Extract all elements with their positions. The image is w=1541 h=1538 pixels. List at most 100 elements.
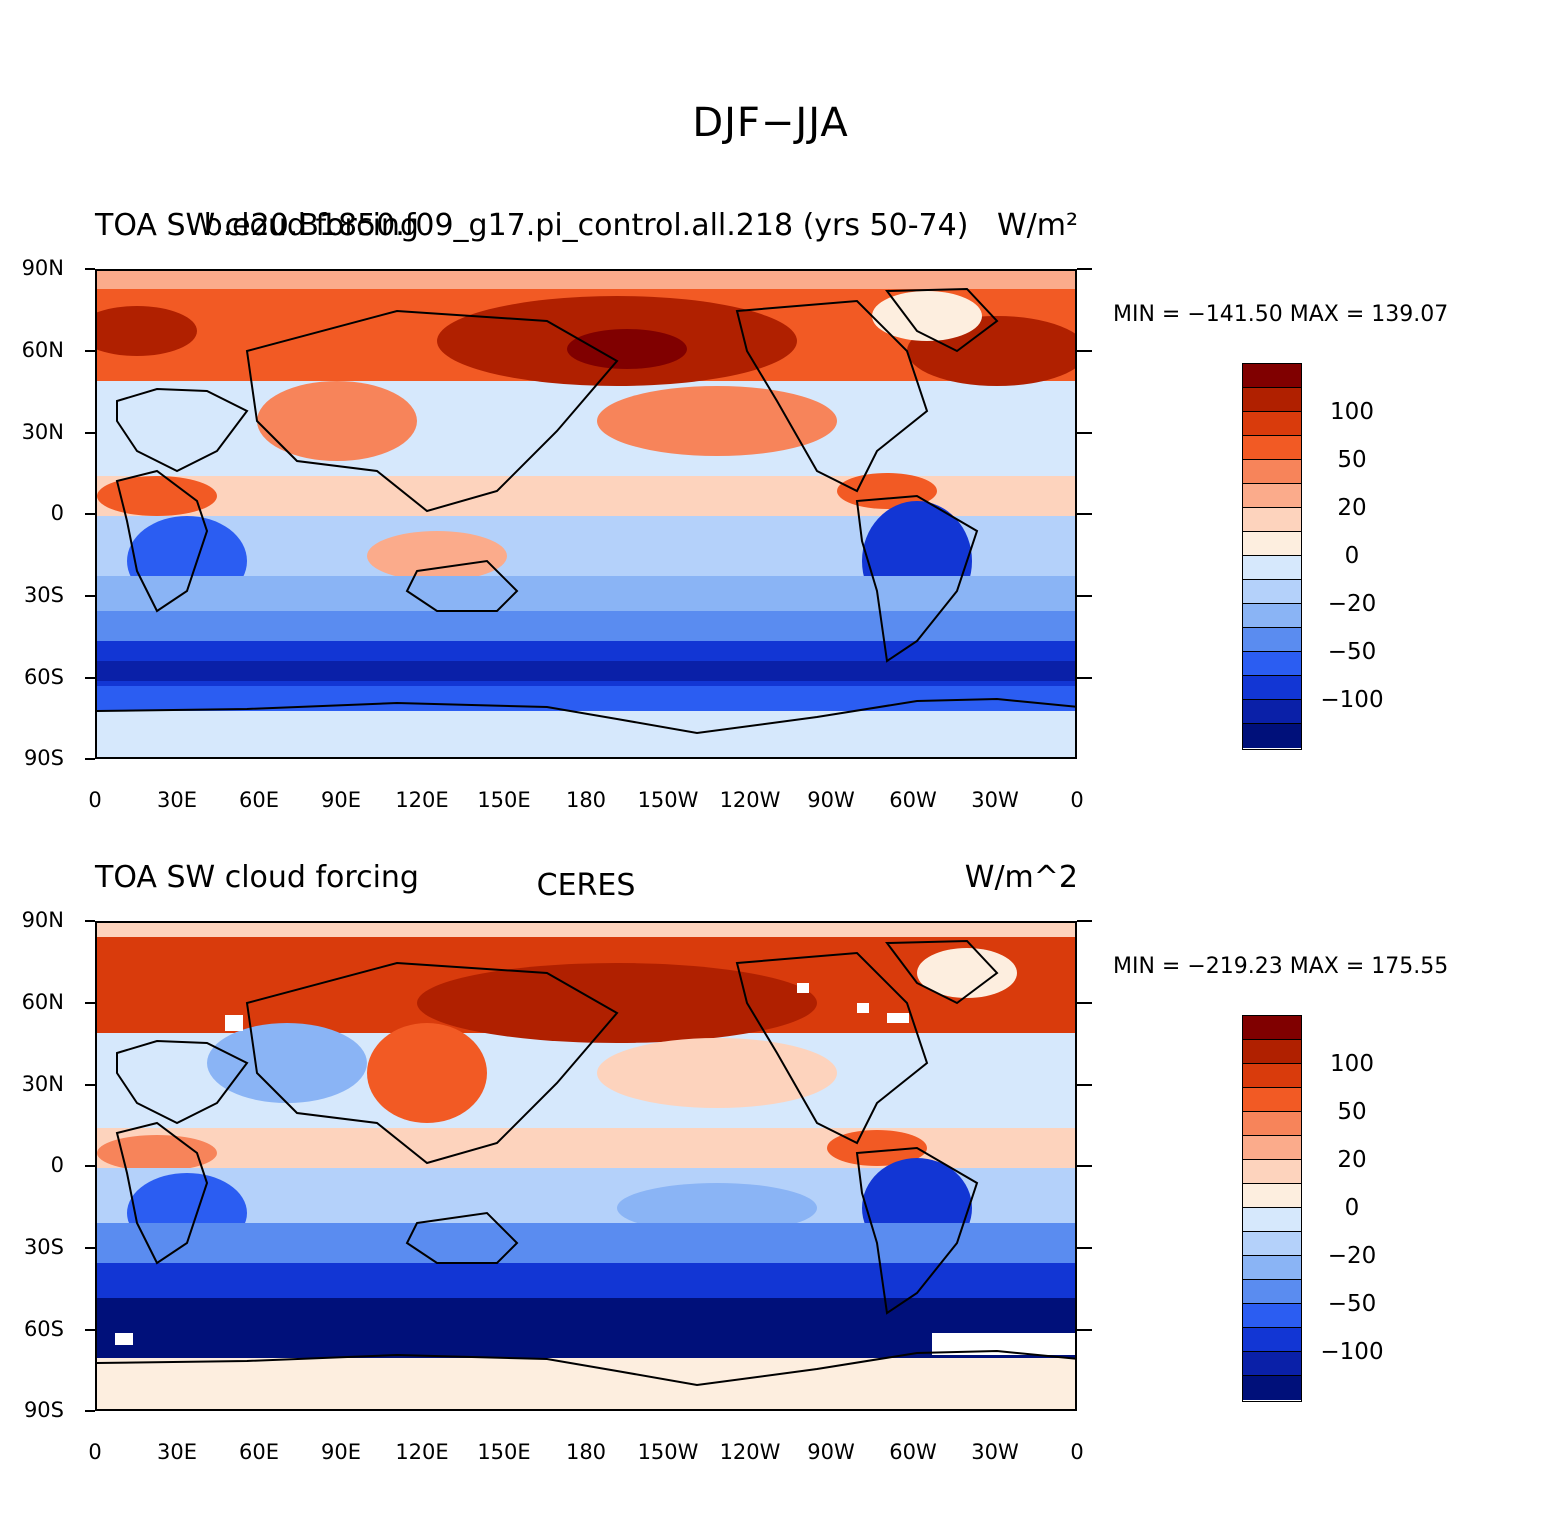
panel-observed: TOA SW cloud forcing CERES W/m^2 — [0, 852, 1541, 1492]
map-contours — [97, 923, 1075, 1409]
colorbar-swatch — [1243, 628, 1301, 652]
colorbar-swatch — [1243, 700, 1301, 724]
colorbar-label: −20 — [1327, 1243, 1377, 1269]
colorbar-swatch — [1243, 484, 1301, 508]
panel-units-label: W/m² — [996, 208, 1078, 243]
x-tick-label: 120W — [719, 788, 781, 812]
colorbar-swatch — [1243, 364, 1301, 388]
colorbar-swatch — [1243, 556, 1301, 580]
x-tick-label: 150W — [637, 1440, 699, 1464]
x-tick-label: 90E — [321, 1440, 361, 1464]
y-tick-label: 60S — [23, 1317, 64, 1341]
colorbar-label: 0 — [1344, 1195, 1360, 1221]
colorbar-swatch — [1243, 508, 1301, 532]
x-tick-label: 0 — [88, 788, 102, 812]
x-tick-label: 0 — [88, 1440, 102, 1464]
colorbar-swatch — [1243, 460, 1301, 484]
y-tick-label: 60N — [21, 338, 64, 362]
x-tick-label: 30E — [157, 1440, 197, 1464]
colorbar-swatch — [1243, 532, 1301, 556]
colorbar-swatch — [1243, 1304, 1301, 1328]
x-tick-label: 0 — [1070, 1440, 1084, 1464]
colorbar-swatch — [1243, 1040, 1301, 1064]
colorbar-swatch — [1243, 1256, 1301, 1280]
colorbar-swatch — [1243, 1352, 1301, 1376]
colorbar-swatch — [1243, 1088, 1301, 1112]
colorbar-label: −100 — [1320, 687, 1384, 713]
x-tick-label: 150E — [477, 1440, 531, 1464]
colorbar-label: −100 — [1320, 1339, 1384, 1365]
colorbar-label: 20 — [1337, 495, 1367, 521]
colorbar-label: −50 — [1327, 639, 1377, 665]
y-tick-label: 60N — [21, 990, 64, 1014]
y-tick-label: 60S — [23, 665, 64, 689]
x-tick-label: 180 — [565, 1440, 607, 1464]
x-tick-label: 60W — [889, 1440, 937, 1464]
map-field — [95, 921, 1077, 1411]
y-tick-label: 30S — [23, 583, 64, 607]
x-tick-label: 30E — [157, 788, 197, 812]
x-tick-label: 90W — [807, 1440, 855, 1464]
colorbar-swatch — [1243, 412, 1301, 436]
colorbar-swatch — [1243, 1112, 1301, 1136]
x-tick-label: 150E — [477, 788, 531, 812]
colorbar-label: 0 — [1344, 543, 1360, 569]
colorbar-swatch — [1243, 1136, 1301, 1160]
colorbar-swatch — [1243, 1160, 1301, 1184]
x-tick-label: 30W — [971, 788, 1019, 812]
colorbar-swatch — [1243, 1208, 1301, 1232]
colorbar-swatch — [1243, 436, 1301, 460]
y-tick-label: 90N — [21, 908, 64, 932]
colorbar-swatch — [1243, 1376, 1301, 1400]
colorbar-swatch — [1243, 1184, 1301, 1208]
x-tick-label: 90W — [807, 788, 855, 812]
map-field — [95, 269, 1077, 759]
x-tick-label: 60W — [889, 788, 937, 812]
y-tick-label: 90S — [23, 1398, 64, 1422]
colorbar-label: 100 — [1330, 1051, 1374, 1077]
colorbar-swatch — [1243, 388, 1301, 412]
colorbar-swatch — [1243, 580, 1301, 604]
colorbar-label: 50 — [1337, 1099, 1367, 1125]
x-tick-label: 120E — [395, 788, 449, 812]
colorbar-swatch — [1243, 724, 1301, 748]
panel-left-label: TOA SW cloud forcing — [95, 208, 419, 243]
y-tick-label: 90S — [23, 746, 64, 770]
x-tick-label: 30W — [971, 1440, 1019, 1464]
y-tick-label: 30S — [23, 1235, 64, 1259]
panel-model: TOA SW cloud forcing b.e20.B1850.f09_g17… — [0, 200, 1541, 840]
panel-units-label: W/m^2 — [964, 860, 1078, 895]
colorbar-swatch — [1243, 1328, 1301, 1352]
colorbar-label: −20 — [1327, 591, 1377, 617]
x-tick-label: 120E — [395, 1440, 449, 1464]
colorbar-label: 100 — [1330, 399, 1374, 425]
x-tick-label: 120W — [719, 1440, 781, 1464]
x-tick-label: 60E — [239, 788, 279, 812]
colorbar-swatch — [1243, 1280, 1301, 1304]
colorbar-swatch — [1243, 652, 1301, 676]
colorbar — [1242, 363, 1302, 750]
map-axes — [85, 268, 1092, 760]
y-tick-label: 90N — [21, 256, 64, 280]
map-axes — [85, 920, 1092, 1412]
map-contours — [97, 271, 1075, 757]
y-tick-label: 0 — [50, 501, 64, 525]
colorbar-label: −50 — [1327, 1291, 1377, 1317]
panel-left-label: TOA SW cloud forcing — [95, 860, 419, 895]
y-tick-label: 30N — [21, 1072, 64, 1096]
y-tick-label: 0 — [50, 1153, 64, 1177]
x-tick-label: 60E — [239, 1440, 279, 1464]
min-max-label: MIN = −219.23 MAX = 175.55 — [1113, 954, 1449, 979]
min-max-label: MIN = −141.50 MAX = 139.07 — [1113, 302, 1449, 327]
colorbar-swatch — [1243, 676, 1301, 700]
colorbar-swatch — [1243, 1016, 1301, 1040]
x-tick-label: 180 — [565, 788, 607, 812]
colorbar-swatch — [1243, 1232, 1301, 1256]
panel-center-label: CERES — [536, 868, 636, 903]
x-tick-label: 0 — [1070, 788, 1084, 812]
y-tick-label: 30N — [21, 420, 64, 444]
x-tick-label: 150W — [637, 788, 699, 812]
x-tick-label: 90E — [321, 788, 361, 812]
panel-center-label: b.e20.B1850.f09_g17.pi_control.all.218 (… — [203, 208, 969, 243]
colorbar-label: 20 — [1337, 1147, 1367, 1173]
